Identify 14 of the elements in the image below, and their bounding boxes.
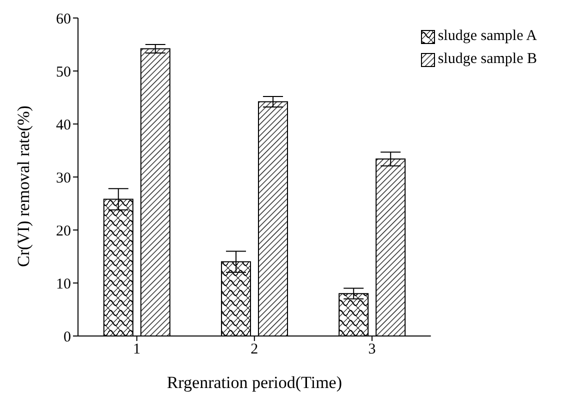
- y-tick-label: 20: [56, 223, 71, 240]
- y-tick-label: 50: [56, 64, 71, 80]
- x-tick-label: 3: [368, 342, 376, 358]
- y-tick-label: 40: [56, 117, 71, 134]
- x-tick-label: 2: [250, 342, 258, 358]
- x-axis-title: Rrgenration period(Time): [166, 373, 342, 392]
- y-tick-label: 60: [56, 11, 71, 28]
- x-tick-label: 1: [133, 342, 141, 358]
- y-tick-label: 0: [64, 329, 71, 346]
- y-axis-title: Cr(VI) removal rate(%): [14, 106, 34, 267]
- legend-label: sludge sample A: [438, 28, 537, 45]
- y-tick-label: 30: [56, 170, 71, 186]
- legend-label: sludge sample B: [438, 51, 537, 68]
- y-tick-label: 10: [56, 276, 71, 292]
